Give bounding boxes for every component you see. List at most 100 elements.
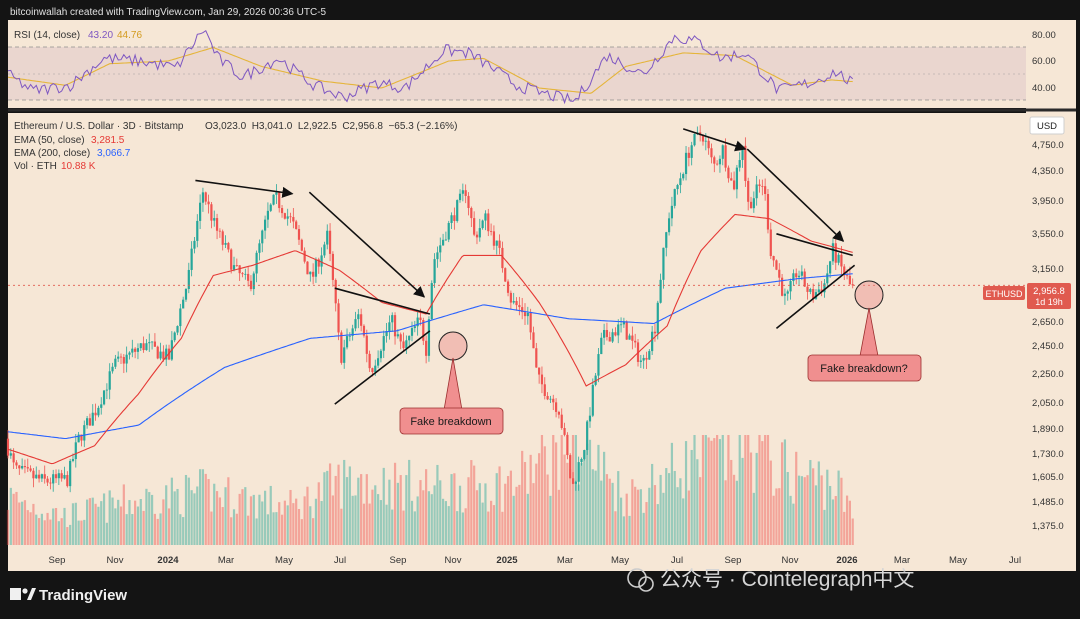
candle (77, 431, 80, 443)
candle (385, 322, 388, 343)
volume-bar (12, 493, 15, 545)
candle (509, 290, 512, 310)
volume-bar (619, 497, 623, 545)
candle (102, 390, 106, 406)
candle (280, 204, 284, 218)
volume-bar (60, 518, 63, 545)
candle (131, 339, 134, 358)
volume-bar (184, 474, 188, 545)
volume-bar (26, 510, 29, 545)
volume-bar (560, 435, 563, 545)
volume-bar (179, 514, 182, 545)
volume-bar (63, 507, 66, 545)
volume-bar (843, 511, 846, 545)
candle (210, 202, 213, 229)
trendline[interactable] (776, 233, 853, 257)
volume-bar (199, 469, 202, 545)
candle (43, 465, 46, 484)
volume-bar (425, 469, 428, 545)
candle (150, 341, 154, 350)
volume-bar (46, 512, 49, 545)
trendline[interactable] (746, 148, 845, 242)
volume-bar (173, 491, 176, 545)
candle (46, 476, 49, 487)
volume-bar (439, 480, 442, 545)
candle (122, 354, 125, 374)
current-price-value: 2,956.8 (1033, 286, 1065, 297)
candle (235, 258, 238, 267)
wechat-icon (627, 568, 647, 588)
volume-bar (348, 466, 351, 545)
volume-bar (278, 502, 281, 545)
volume-bar (252, 494, 255, 545)
candle (388, 315, 391, 340)
volume-bar (6, 509, 10, 545)
candle (724, 138, 727, 172)
volume-bar (473, 465, 476, 545)
currency-button[interactable]: USD (1029, 116, 1065, 135)
trendline[interactable] (334, 287, 431, 315)
volume-bar (710, 440, 713, 545)
volume-bar (789, 495, 792, 545)
candle (343, 339, 346, 369)
candle (136, 343, 140, 360)
volume-bar (230, 517, 233, 545)
volume-bar (221, 507, 224, 545)
volume-bar (351, 495, 354, 545)
candle (834, 239, 837, 271)
candle (354, 311, 357, 332)
candle (63, 466, 66, 480)
rsi-value: 43.20 (88, 30, 113, 41)
volume-bar (108, 490, 111, 545)
candle (427, 316, 431, 362)
candle (114, 354, 117, 369)
candle (6, 430, 10, 459)
volume-bar (190, 490, 193, 545)
candle (761, 179, 764, 196)
volume-bar (204, 473, 207, 545)
volume-bar (653, 485, 657, 545)
candle (292, 208, 295, 229)
volume-bar (295, 498, 298, 545)
candle (91, 404, 94, 426)
candle (718, 155, 722, 173)
trendline[interactable] (682, 128, 747, 152)
volume-bar (162, 499, 165, 545)
trendline[interactable] (195, 179, 294, 198)
volume-bar (820, 475, 823, 545)
volume-bar (430, 494, 433, 545)
volume-bar (247, 515, 250, 545)
volume-bar (182, 517, 185, 545)
candle (656, 300, 659, 340)
volume-bar (557, 489, 561, 545)
volume-bar (114, 508, 117, 545)
volume-bar (546, 474, 549, 545)
volume-bar (77, 520, 80, 545)
volume-bar (128, 500, 131, 545)
volume-bar (15, 491, 18, 545)
trendline[interactable] (334, 330, 431, 405)
trendline[interactable] (775, 264, 856, 329)
time-tick: Nov (107, 555, 124, 566)
candle (535, 342, 538, 368)
candle (467, 192, 470, 216)
tradingview-logo[interactable]: TradingView (10, 587, 127, 604)
volume-bar (142, 510, 145, 545)
vol-value: 10.88 K (61, 161, 96, 172)
rsi-tick-40: 40.00 (1032, 83, 1056, 94)
candle (86, 415, 89, 429)
volume-bar (540, 435, 544, 545)
candle (351, 324, 354, 341)
volume-bar (83, 519, 86, 545)
volume-bar (117, 499, 120, 545)
volume-bar (577, 484, 580, 545)
candle (713, 155, 716, 173)
trendline[interactable] (308, 191, 426, 298)
candle (806, 283, 809, 300)
candle (37, 469, 41, 483)
candle (490, 223, 493, 236)
candle (789, 278, 792, 300)
volume-bar (780, 442, 784, 545)
candle (278, 191, 281, 213)
